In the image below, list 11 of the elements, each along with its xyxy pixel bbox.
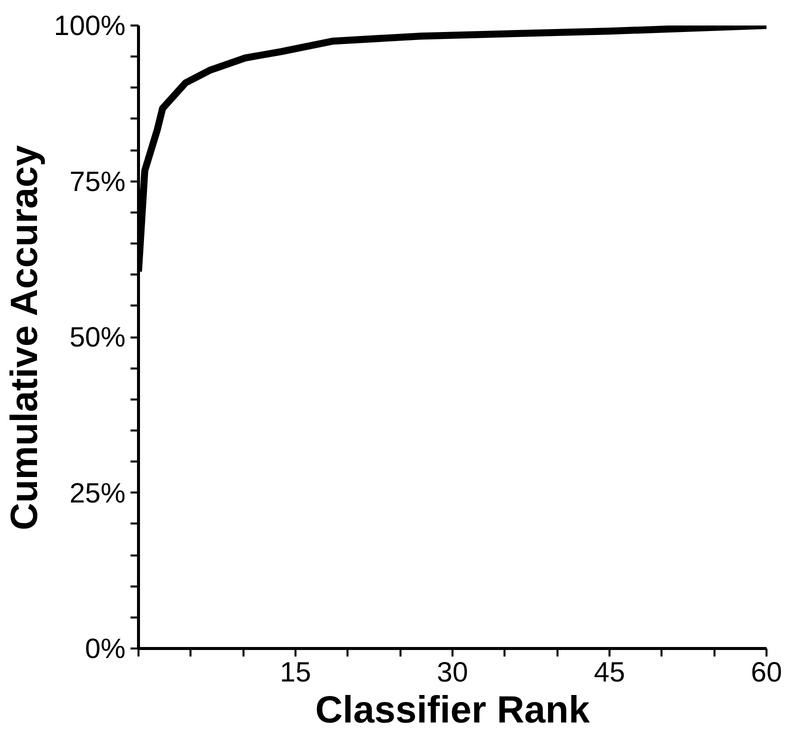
y-tick-label: 75% [69, 166, 126, 197]
x-axis-title: Classifier Rank [315, 690, 591, 732]
y-tick-label: 100% [54, 10, 126, 41]
x-tick-label: 45 [594, 656, 626, 688]
y-tick-label: 0% [85, 633, 126, 664]
y-tick-label: 50% [69, 322, 126, 352]
x-tick-label: 30 [436, 656, 468, 688]
y-tick-label: 25% [69, 477, 126, 508]
y-axis-title: Cumulative Accuracy [4, 145, 46, 530]
x-tick-label: 60 [750, 656, 782, 688]
x-tick-label: 15 [280, 656, 312, 688]
